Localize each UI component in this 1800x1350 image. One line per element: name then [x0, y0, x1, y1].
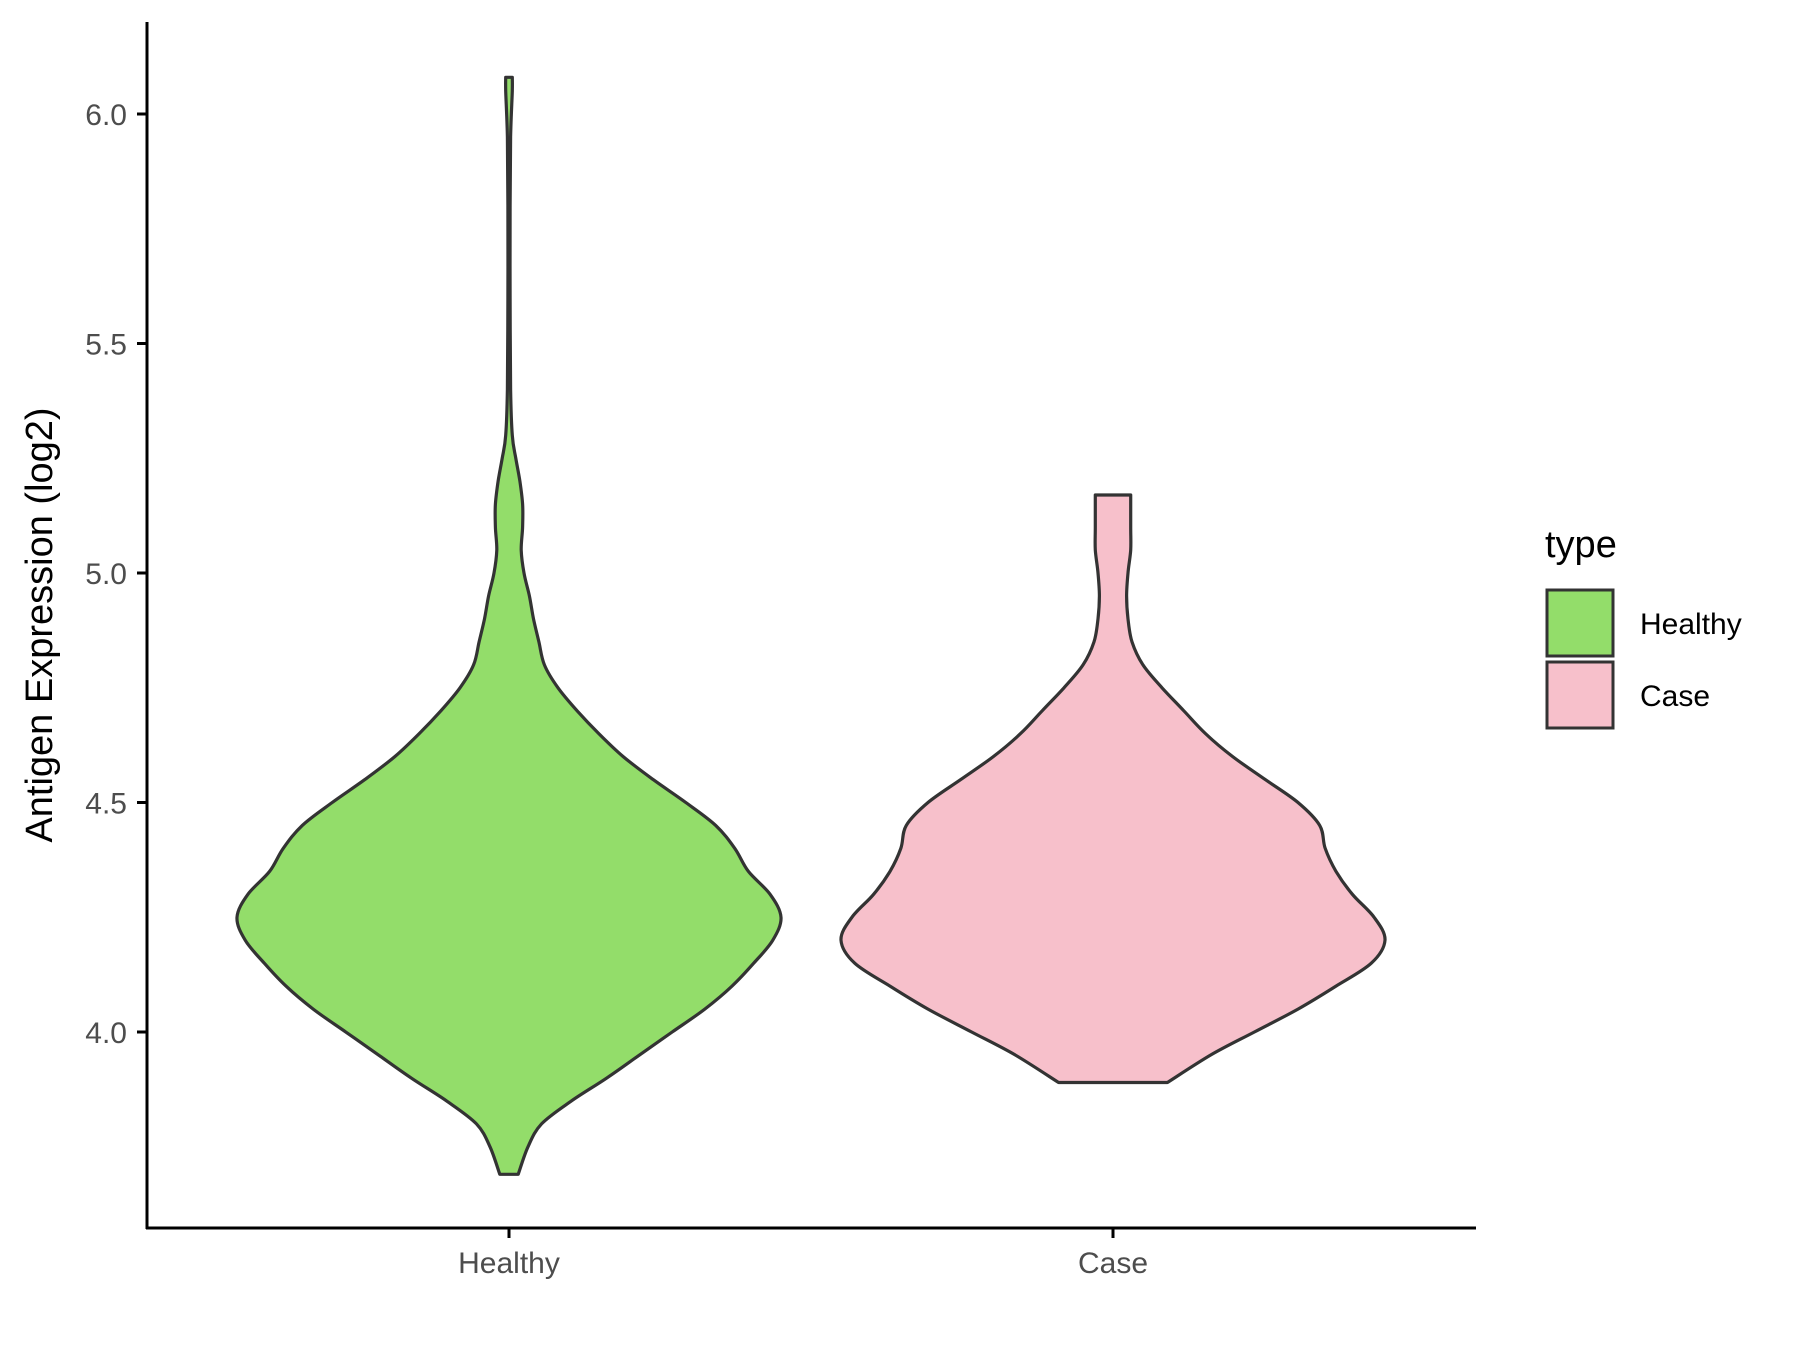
- violin-case: [839, 493, 1387, 1085]
- legend-items: Healthy Case: [1545, 588, 1742, 730]
- x-ticks: Healthy Case: [458, 1228, 1148, 1280]
- axes-layer: [145, 22, 1476, 1230]
- x-tick-label: Case: [1078, 1247, 1148, 1280]
- violins-layer: [235, 75, 1387, 1176]
- legend-label: Case: [1640, 680, 1710, 713]
- legend-key-healthy: [1545, 588, 1615, 658]
- y-tick-label: 6.0: [85, 99, 127, 132]
- y-tick-label: 5.0: [85, 558, 127, 591]
- y-tick-label: 5.5: [85, 329, 127, 362]
- y-tick-label: 4.5: [85, 788, 127, 821]
- y-tick-label: 4.0: [85, 1017, 127, 1050]
- legend-title: type: [1545, 524, 1617, 566]
- violin-healthy: [235, 75, 783, 1176]
- x-tick-label: Healthy: [458, 1247, 560, 1280]
- y-ticks: 4.0 4.5 5.0 5.5 6.0: [85, 99, 147, 1050]
- legend-key-case: [1545, 660, 1615, 730]
- legend: type Healthy Case: [1545, 524, 1742, 730]
- y-axis-title: Antigen Expression (log2): [19, 407, 61, 842]
- legend-label: Healthy: [1640, 608, 1742, 641]
